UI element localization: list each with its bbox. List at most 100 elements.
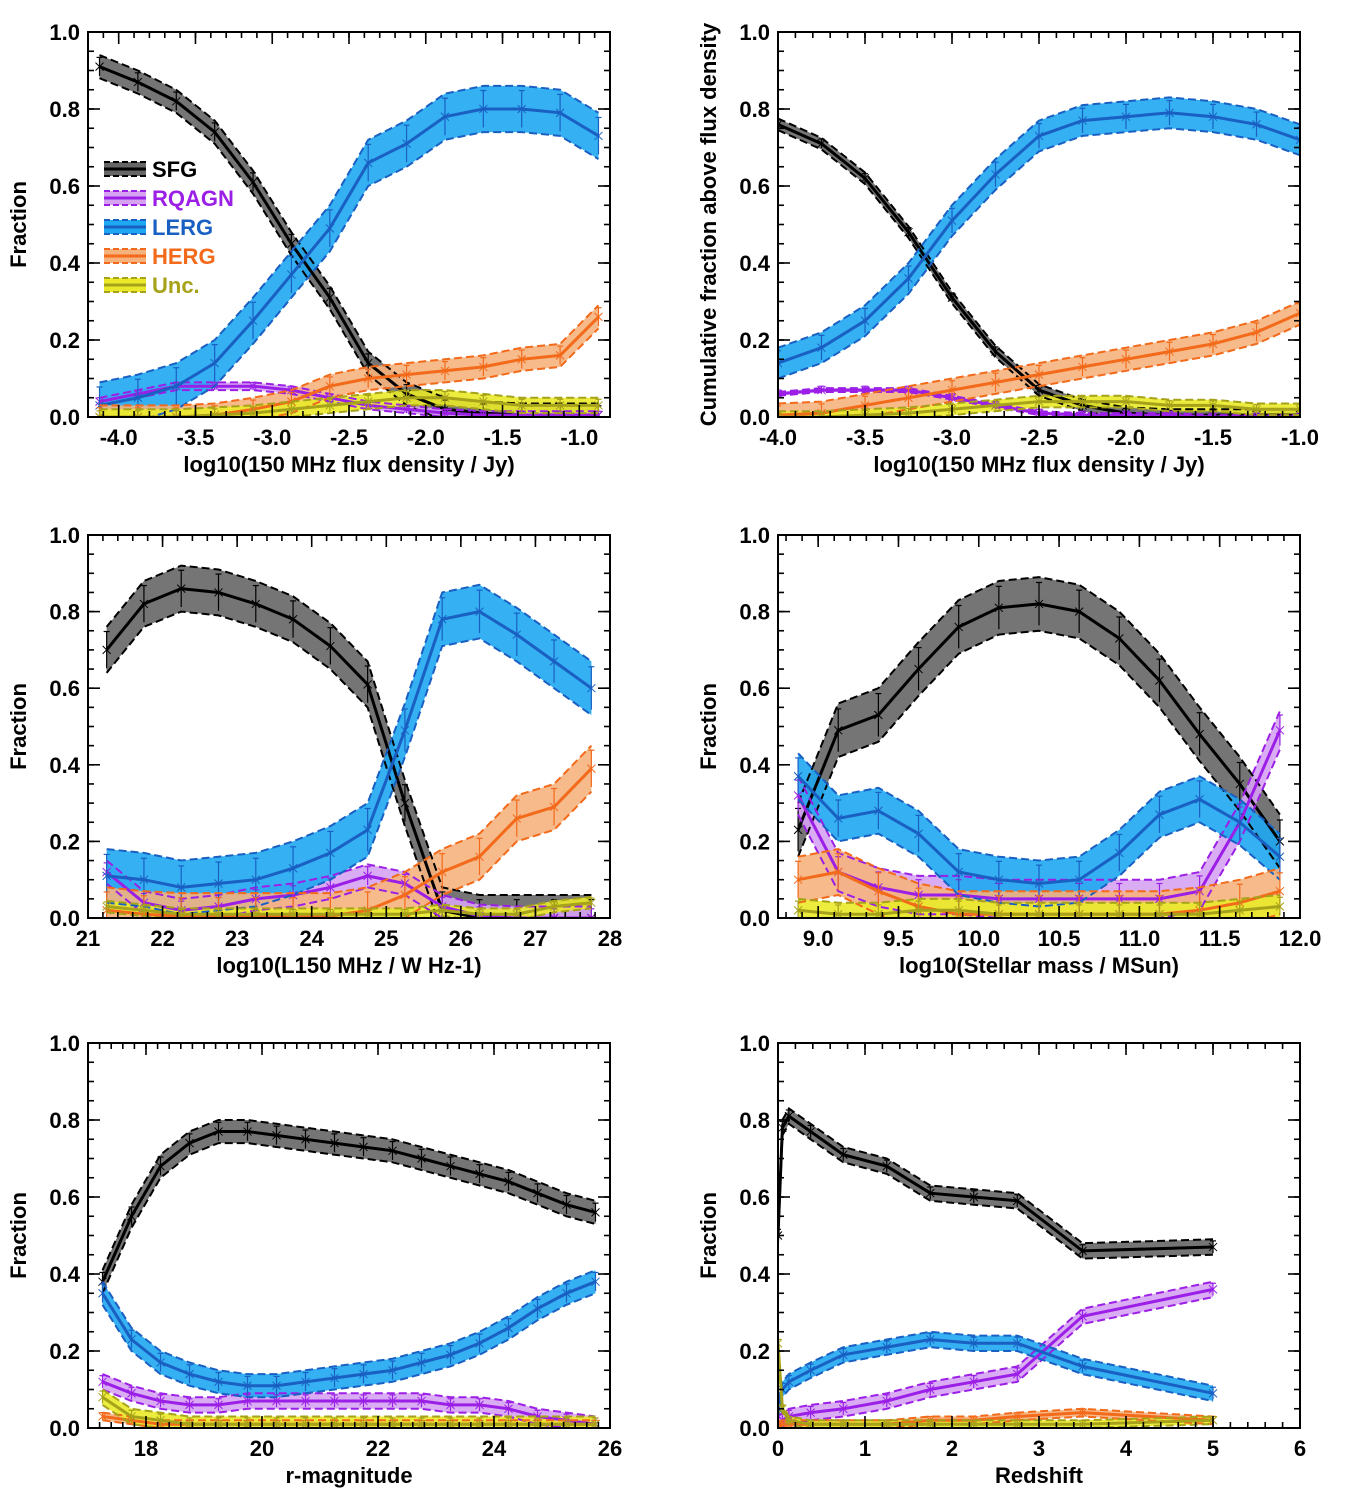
data-point-sfg	[1034, 384, 1044, 395]
data-point-unc	[817, 411, 826, 417]
band-unc	[102, 1389, 596, 1428]
data-point-rqagn	[446, 1398, 455, 1412]
data-point-lerg	[272, 1375, 281, 1395]
data-point-lerg	[904, 265, 913, 291]
data-point-lerg	[784, 1375, 794, 1388]
data-point-unc	[1195, 904, 1204, 918]
x-tick-label: 11.5	[1199, 926, 1241, 951]
data-point-lerg	[504, 1318, 513, 1338]
series-line-lerg	[106, 610, 593, 889]
data-point-unc	[882, 1419, 892, 1428]
series-line-lerg	[101, 1280, 597, 1388]
band-lower-unc	[778, 1347, 1214, 1428]
data-point-sfg	[817, 138, 826, 149]
data-point-sfg	[991, 346, 1000, 357]
band-herg	[106, 745, 592, 918]
y-tick-label: 1.0	[49, 523, 80, 548]
band-upper-herg	[778, 300, 1300, 405]
data-point-sfg	[363, 665, 372, 703]
data-point-unc	[555, 398, 565, 412]
data-point-lerg	[806, 1363, 815, 1377]
band-lerg	[778, 97, 1300, 379]
data-point-sfg	[954, 604, 964, 649]
data-point-sfg	[272, 1125, 281, 1145]
data-point-unc	[925, 1419, 935, 1428]
y-tick-label: 1.0	[49, 1031, 80, 1056]
data-point-unc	[994, 904, 1004, 918]
data-point-rqagn	[478, 410, 488, 417]
data-point-lerg	[1208, 1386, 1218, 1400]
data-point-lerg	[1114, 833, 1124, 872]
data-point-herg	[478, 357, 488, 377]
band-sfg	[102, 1120, 596, 1294]
data-point-lerg	[214, 1371, 223, 1392]
y-axis-label: Fraction	[6, 181, 31, 268]
data-point-rqagn	[248, 381, 258, 391]
data-point-unc	[914, 900, 923, 918]
x-tick-label: -2.0	[1107, 425, 1145, 450]
x-tick-label: 28	[598, 926, 622, 951]
data-point-lerg	[969, 1336, 979, 1350]
data-point-sfg	[904, 226, 913, 237]
data-point-sfg	[417, 1148, 426, 1168]
chart-panel-6: 0.0 0.2 0.4 0.6 0.8 1.0 0 1 2 3 4 5 6 Redshift Fractio…	[696, 1031, 1306, 1488]
data-point-rqagn	[1078, 1309, 1087, 1323]
band-lerg	[99, 85, 599, 417]
y-tick-label: 0.0	[739, 906, 770, 931]
data-point-rqagn	[359, 1394, 368, 1408]
x-tick-label: -3.5	[846, 425, 884, 450]
y-tick-label: 0.0	[49, 906, 80, 931]
series-line-sfg	[101, 1130, 596, 1283]
data-point-unc	[874, 904, 883, 918]
data-point-sfg	[214, 573, 223, 611]
data-point-herg	[778, 1419, 787, 1428]
legend-item-sfg: SFG	[104, 157, 197, 182]
data-point-lerg	[139, 857, 149, 902]
band-upper-unc	[106, 895, 592, 910]
x-tick-label: 10.5	[1038, 926, 1081, 951]
x-tick-label: 3	[1033, 1436, 1045, 1461]
data-point-sfg	[591, 1202, 600, 1222]
series-line-rqagn	[99, 384, 599, 417]
data-point-rqagn	[1078, 410, 1087, 417]
data-point-sfg	[95, 56, 104, 76]
band-upper-unc	[101, 1388, 596, 1418]
y-tick-label: 0.8	[49, 600, 80, 625]
data-point-lerg	[475, 589, 484, 634]
y-tick-label: 0.6	[739, 174, 770, 199]
data-point-lerg	[1034, 123, 1044, 149]
x-tick-label: 10.0	[957, 926, 1000, 951]
y-tick-label: 0.6	[49, 1185, 80, 1210]
data-point-herg	[874, 872, 883, 910]
band-lower-lerg	[778, 1346, 1214, 1417]
y-tick-label: 0.0	[739, 405, 770, 430]
data-point-sfg	[400, 784, 410, 822]
series-line-sfg	[778, 1114, 1214, 1253]
data-point-lerg	[288, 846, 298, 890]
data-point-lerg	[171, 367, 181, 405]
data-point-herg	[1208, 334, 1218, 354]
data-point-unc	[133, 410, 143, 417]
x-tick-label: 24	[299, 926, 324, 951]
data-point-lerg	[860, 307, 870, 334]
data-point-rqagn	[817, 385, 826, 395]
data-point-unc	[325, 398, 335, 412]
data-point-sfg	[1235, 761, 1245, 806]
plot-area	[778, 1107, 1218, 1428]
y-tick-label: 0.6	[49, 676, 80, 701]
data-point-lerg	[1078, 1359, 1087, 1373]
data-point-unc	[363, 394, 373, 408]
data-point-sfg	[969, 1190, 979, 1204]
band-sfg	[778, 1108, 1213, 1259]
data-point-unc	[1078, 1419, 1087, 1428]
band-upper-lerg	[99, 84, 600, 384]
data-point-unc	[437, 905, 447, 915]
data-point-herg	[402, 364, 411, 384]
x-tick-label: -3.5	[177, 425, 215, 450]
data-point-sfg	[1155, 658, 1164, 702]
band-upper-herg	[102, 1411, 596, 1422]
band-upper-rqagn	[102, 1373, 596, 1418]
data-point-lerg	[778, 350, 783, 376]
y-tick-label: 0.4	[739, 753, 770, 778]
data-point-sfg	[176, 569, 186, 608]
